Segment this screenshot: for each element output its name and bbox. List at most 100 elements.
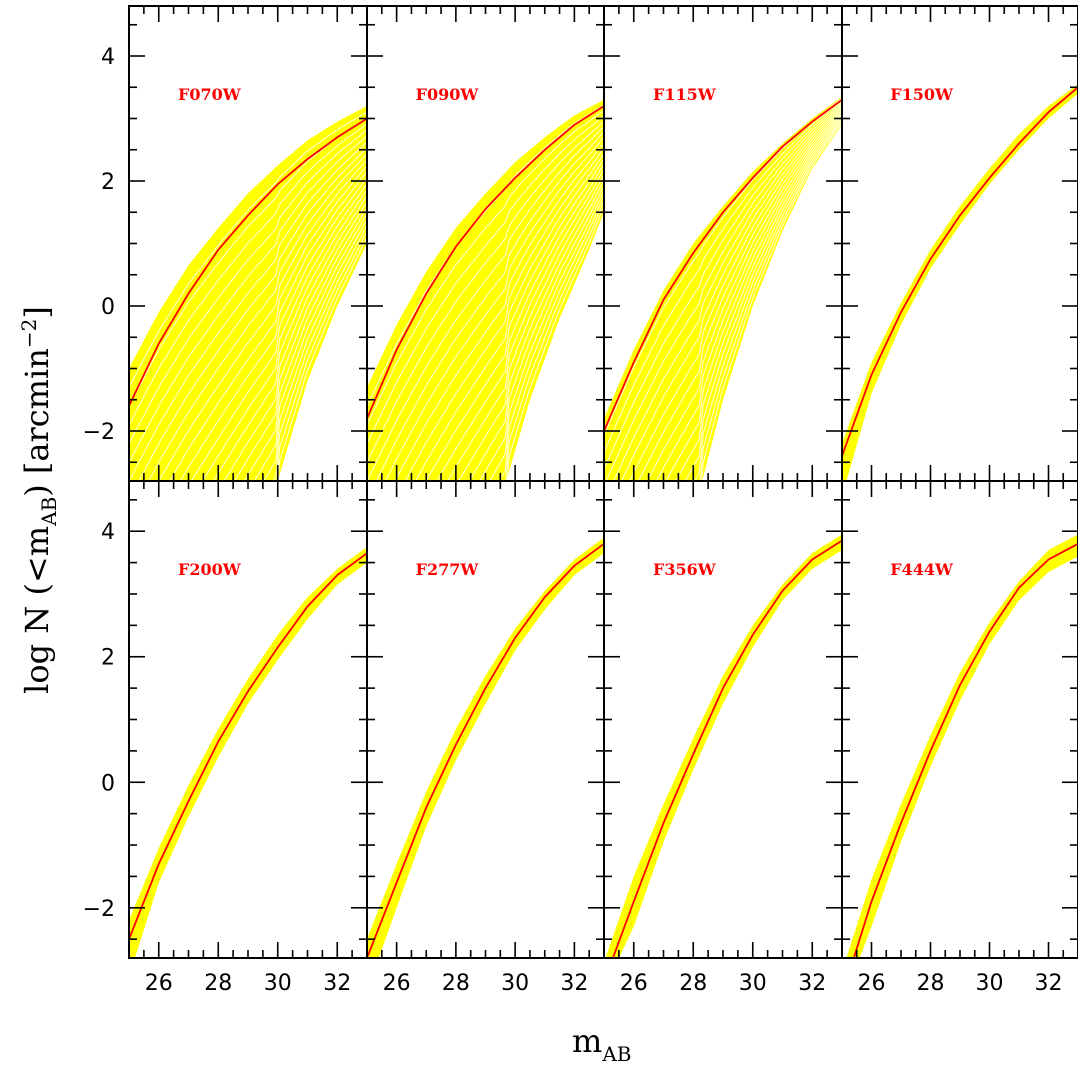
panel-plot-area: [367, 537, 604, 958]
panel-f150w: F150W: [841, 5, 1078, 482]
realisation-curve: [169, 165, 367, 481]
y-axis-title-sub: AB: [37, 497, 61, 527]
realisation-curve: [253, 213, 367, 481]
realisation-curve: [684, 117, 842, 481]
realisation-curve: [233, 201, 367, 481]
realisation-curve: [276, 231, 367, 481]
panel-label-f444w: F444W: [890, 560, 954, 579]
realisation-curve: [637, 109, 842, 481]
median-curve: [842, 86, 1078, 457]
panel-f200w: F200W: [128, 480, 368, 959]
realisation-curve: [479, 185, 604, 481]
panel-frame: [841, 5, 1078, 482]
panel-f115w: F115W: [603, 5, 843, 482]
realisation-curve: [263, 219, 367, 481]
y-axis-title-pre: log N (<m: [18, 526, 56, 694]
panel-label-f115w: F115W: [653, 85, 717, 104]
realisation-curve: [129, 141, 367, 481]
y-tick-label: 0: [101, 295, 115, 320]
realisation-curve: [179, 171, 367, 481]
x-axis-title: mAB: [572, 1022, 631, 1065]
y-tick-label: 2: [101, 170, 115, 195]
uncertainty-band: [846, 534, 1078, 958]
median-curve: [129, 117, 367, 407]
x-tick-label: 32: [1035, 971, 1063, 996]
x-tick-label: 26: [858, 971, 886, 996]
realisation-curve: [367, 104, 604, 407]
x-tick-label: 28: [442, 971, 470, 996]
realisation-curve: [404, 147, 604, 481]
realisation-curve: [700, 122, 842, 481]
panel-plot-area: [604, 96, 842, 481]
realisation-curve: [394, 142, 604, 481]
median-curve: [604, 99, 842, 432]
panel-f356w: F356W: [603, 480, 843, 959]
x-tick-label: 28: [679, 971, 707, 996]
panel-f277w: F277W: [366, 480, 605, 959]
realisation-curve: [425, 158, 604, 481]
realisation-curve: [367, 126, 604, 481]
realisation-curve: [367, 110, 604, 426]
x-tick-label: 28: [917, 971, 945, 996]
y-axis-title-post: ) [arcmin: [18, 348, 56, 497]
realisation-curve: [212, 189, 367, 481]
panel-f070w: F070W: [128, 5, 368, 482]
y-axis-title-end: ]: [18, 306, 56, 318]
realisation-curve: [190, 177, 367, 481]
x-tick-label: 32: [323, 971, 351, 996]
realisation-curve: [277, 237, 367, 481]
x-tick-label: 30: [264, 971, 292, 996]
x-tick-label: 30: [501, 971, 529, 996]
y-tick-label: 0: [101, 771, 115, 796]
panel-plot-area: [605, 534, 842, 958]
x-tick-label: 26: [620, 971, 648, 996]
realisation-curve: [415, 152, 604, 481]
panel-plot-area: [367, 99, 604, 481]
realisation-curve: [646, 111, 842, 481]
realisation-curve: [675, 116, 842, 481]
realisation-curve: [385, 136, 604, 481]
x-tick-label: 30: [976, 971, 1004, 996]
median-curve: [367, 105, 604, 419]
median-curve: [852, 543, 1078, 958]
realisation-curve: [506, 206, 604, 481]
x-tick-label: 26: [383, 971, 411, 996]
realisation-curve: [129, 111, 367, 388]
realisation-curve: [436, 163, 604, 481]
uncertainty-band: [367, 537, 604, 958]
realisation-curve: [457, 174, 604, 481]
panel-plot-area: [129, 546, 367, 958]
realisation-curve: [613, 104, 842, 481]
panel-f090w: F090W: [366, 5, 605, 482]
y-axis-title: log N (<mAB) [arcmin−2]: [17, 306, 61, 694]
y-axis-title-sup: −2: [17, 319, 41, 348]
uncertainty-band: [604, 96, 842, 481]
median-curve: [612, 539, 842, 958]
x-axis-title-main: m: [572, 1022, 602, 1060]
realisation-curve: [489, 190, 604, 481]
x-tick-label: 32: [560, 971, 588, 996]
panel-label-f150w: F150W: [890, 85, 954, 104]
realisation-curve: [621, 106, 842, 481]
panel-label-f356w: F356W: [653, 560, 717, 579]
realisation-curve: [447, 169, 604, 481]
realisation-curve: [367, 120, 604, 463]
realisation-curve: [158, 159, 367, 481]
realisation-curve: [604, 101, 842, 470]
uncertainty-band: [129, 546, 367, 958]
realisation-curve: [694, 119, 842, 481]
panel-plot-area: [842, 84, 1078, 481]
median-curve: [367, 543, 604, 958]
realisation-curve: [699, 121, 842, 481]
panel-grid: F070W F090W F115W F150W F200W F277W F356W F444W: [128, 5, 1078, 959]
realisation-curve: [605, 102, 842, 481]
panel-label-f277w: F277W: [416, 560, 480, 579]
realisation-curve: [223, 195, 367, 481]
realisation-curve: [665, 114, 842, 481]
panel-plot-area: [846, 534, 1078, 958]
y-tick-label: −2: [83, 420, 115, 445]
panel-plot-area: [129, 106, 367, 481]
panel-frame: [128, 480, 368, 959]
